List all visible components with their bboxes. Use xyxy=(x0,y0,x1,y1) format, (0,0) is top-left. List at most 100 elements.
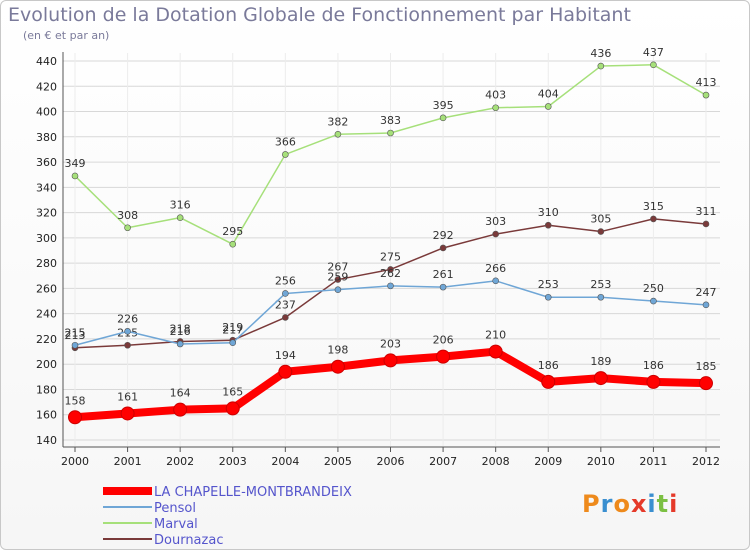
data-point xyxy=(593,371,608,386)
data-point xyxy=(436,349,451,364)
data-label: 186 xyxy=(538,359,559,372)
y-tick-label: 300 xyxy=(36,232,57,245)
x-tick-label: 2006 xyxy=(377,455,405,468)
chart-title: Evolution de la Dotation Globale de Fonc… xyxy=(8,4,631,26)
data-point xyxy=(278,364,293,379)
y-tick-label: 360 xyxy=(36,156,57,169)
data-point xyxy=(492,230,499,238)
data-point xyxy=(597,62,605,70)
data-label: 305 xyxy=(590,213,611,226)
data-point xyxy=(282,151,289,158)
data-label: 403 xyxy=(485,89,506,102)
y-tick-label: 380 xyxy=(36,131,57,144)
data-point xyxy=(387,282,394,290)
y-tick-label: 140 xyxy=(36,434,57,447)
y-tick-label: 440 xyxy=(36,55,57,68)
data-point xyxy=(544,221,552,229)
data-point xyxy=(650,61,657,69)
data-point xyxy=(439,244,447,252)
data-label: 158 xyxy=(65,394,86,407)
data-label: 382 xyxy=(327,115,348,128)
data-label: 218 xyxy=(170,322,191,335)
data-point xyxy=(544,293,552,301)
data-label: 261 xyxy=(433,268,454,281)
series-pensol: 215 226 216 217 256 259 262 261 266 253 253 250 247 xyxy=(65,262,717,349)
legend-label: Marval xyxy=(154,517,198,532)
data-label: 275 xyxy=(380,250,401,263)
data-label: 198 xyxy=(327,344,348,357)
data-point xyxy=(646,374,661,389)
x-tick-label: 2009 xyxy=(534,455,562,468)
y-tick-label: 400 xyxy=(36,106,57,119)
data-point xyxy=(597,293,605,301)
x-tick-label: 2008 xyxy=(482,455,510,468)
data-point xyxy=(488,344,503,359)
data-point xyxy=(176,214,184,221)
data-label: 395 xyxy=(433,99,454,112)
x-tick-label: 2004 xyxy=(271,455,299,468)
data-label: 203 xyxy=(380,337,401,350)
data-label: 413 xyxy=(696,76,717,89)
data-label: 437 xyxy=(643,46,664,59)
data-label: 349 xyxy=(65,157,86,170)
data-point xyxy=(699,376,713,391)
data-label: 247 xyxy=(696,286,717,299)
data-label: 237 xyxy=(275,298,296,311)
data-label: 292 xyxy=(433,229,454,242)
data-label: 308 xyxy=(117,209,138,222)
data-label: 186 xyxy=(643,359,664,372)
data-point xyxy=(334,130,342,138)
y-tick-label: 180 xyxy=(36,383,57,396)
data-label: 161 xyxy=(117,390,138,403)
data-point xyxy=(282,290,289,297)
data-label: 164 xyxy=(170,387,191,400)
data-label: 315 xyxy=(643,200,664,213)
y-tick-label: 280 xyxy=(36,257,57,270)
y-tick-label: 240 xyxy=(36,308,57,321)
data-label: 310 xyxy=(538,206,559,219)
data-point xyxy=(387,266,394,273)
y-tick-label: 220 xyxy=(36,333,57,346)
data-point xyxy=(124,341,131,349)
data-point xyxy=(702,91,710,99)
x-tick-label: 2002 xyxy=(166,455,194,468)
series-la-chapelle-montbrandeix: 158 161 164 165 194 198 203 206 210 186 189 186 185 xyxy=(65,329,717,425)
data-label: 366 xyxy=(275,135,296,148)
x-tick-label: 2007 xyxy=(429,455,457,468)
data-label: 213 xyxy=(65,329,86,342)
data-label: 165 xyxy=(222,385,243,398)
legend-label: LA CHAPELLE-MONTBRANDEIX xyxy=(154,485,352,500)
data-point xyxy=(282,314,289,321)
data-label: 259 xyxy=(327,271,348,284)
data-label: 266 xyxy=(485,262,506,275)
data-point xyxy=(650,297,657,305)
data-point xyxy=(383,353,398,368)
data-label: 316 xyxy=(170,199,191,212)
data-label: 383 xyxy=(380,114,401,127)
data-point xyxy=(439,283,447,291)
x-tick-label: 2001 xyxy=(114,455,142,468)
x-tick-label: 2012 xyxy=(692,455,720,468)
data-label: 210 xyxy=(485,329,506,342)
data-point xyxy=(334,276,342,283)
chart-subtitle: (en € et par an) xyxy=(23,29,110,42)
y-tick-label: 160 xyxy=(36,409,57,422)
data-point xyxy=(71,172,79,180)
data-label: 295 xyxy=(222,225,243,238)
x-tick-label: 2000 xyxy=(61,455,89,468)
data-label: 311 xyxy=(696,205,717,218)
data-label: 253 xyxy=(590,278,611,291)
data-point xyxy=(124,224,131,232)
data-label: 262 xyxy=(380,267,401,280)
data-label: 436 xyxy=(590,47,611,60)
data-point xyxy=(439,114,447,122)
data-point xyxy=(702,301,710,309)
x-tick-label: 2005 xyxy=(324,455,352,468)
data-label: 217 xyxy=(222,324,243,337)
data-label: 216 xyxy=(170,325,191,338)
y-tick-label: 340 xyxy=(36,181,57,194)
x-tick-label: 2011 xyxy=(639,455,667,468)
data-point xyxy=(492,104,499,112)
data-label: 226 xyxy=(117,312,138,325)
